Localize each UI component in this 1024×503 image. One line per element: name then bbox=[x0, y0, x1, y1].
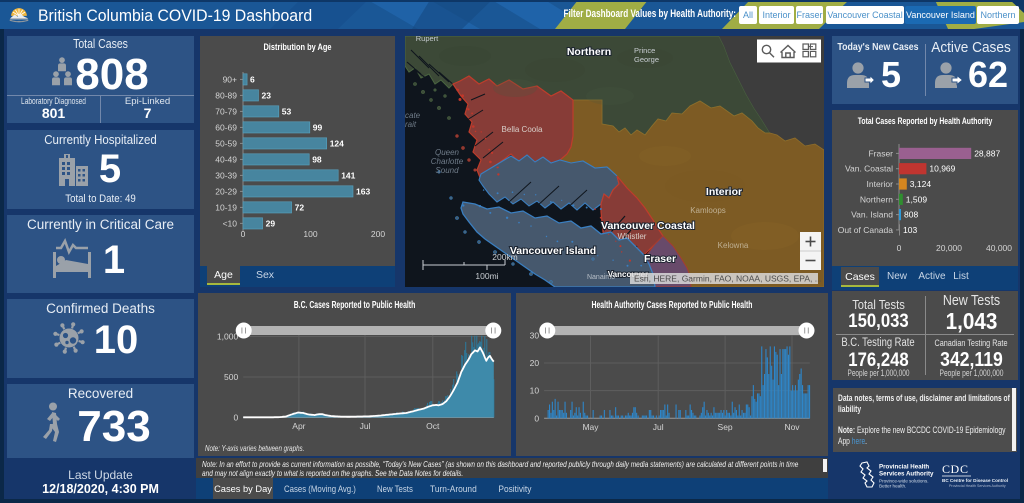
svg-text:3,124: 3,124 bbox=[910, 179, 932, 189]
svg-text:Apr: Apr bbox=[292, 421, 305, 431]
svg-text:Fraser: Fraser bbox=[868, 148, 893, 158]
svg-text:Northern: Northern bbox=[860, 194, 893, 204]
svg-text:<10: <10 bbox=[223, 218, 238, 228]
svg-text:Bella Coola: Bella Coola bbox=[502, 125, 543, 134]
svg-text:0: 0 bbox=[897, 243, 902, 253]
svg-text:72: 72 bbox=[295, 202, 305, 212]
svg-text:C: C bbox=[942, 462, 950, 476]
svg-text:Jul: Jul bbox=[360, 421, 371, 431]
svg-text:0: 0 bbox=[233, 413, 238, 423]
svg-text:20: 20 bbox=[530, 358, 540, 368]
svg-text:29: 29 bbox=[266, 218, 276, 228]
svg-text:Van. Coastal: Van. Coastal bbox=[845, 164, 893, 174]
svg-text:Better health.: Better health. bbox=[879, 484, 906, 489]
svg-text:99: 99 bbox=[313, 122, 323, 132]
svg-text:808: 808 bbox=[904, 210, 918, 220]
svg-text:Interior: Interior bbox=[706, 186, 742, 198]
svg-text:Prince: Prince bbox=[634, 46, 655, 55]
svg-text:May: May bbox=[582, 422, 599, 432]
svg-text:163: 163 bbox=[356, 186, 370, 196]
svg-text:cate: cate bbox=[405, 111, 421, 120]
svg-text:10-19: 10-19 bbox=[215, 202, 237, 212]
svg-text:Vancouver Island: Vancouver Island bbox=[510, 245, 596, 257]
svg-text:98: 98 bbox=[312, 154, 322, 164]
svg-text:Kamloops: Kamloops bbox=[690, 206, 726, 215]
svg-text:500: 500 bbox=[224, 372, 238, 382]
svg-text:C: C bbox=[960, 462, 968, 476]
svg-text:Charlotte: Charlotte bbox=[431, 157, 464, 166]
svg-text:D: D bbox=[951, 462, 960, 476]
svg-text:20,000: 20,000 bbox=[936, 243, 962, 253]
svg-text:Nanaimo: Nanaimo bbox=[587, 274, 615, 281]
svg-text:Oct: Oct bbox=[426, 421, 440, 431]
svg-text:20-29: 20-29 bbox=[215, 186, 237, 196]
svg-text:Kelowna: Kelowna bbox=[718, 241, 749, 250]
svg-text:53: 53 bbox=[282, 106, 292, 116]
svg-text:Nov: Nov bbox=[784, 422, 800, 432]
svg-text:30-39: 30-39 bbox=[215, 170, 237, 180]
svg-text:George: George bbox=[634, 55, 659, 64]
svg-text:Provincial Health Services Aut: Provincial Health Services Authority bbox=[949, 484, 1006, 488]
svg-text:100: 100 bbox=[303, 229, 317, 239]
svg-text:90+: 90+ bbox=[223, 74, 237, 84]
svg-text:Vancouver Coastal: Vancouver Coastal bbox=[601, 220, 695, 232]
svg-text:Rupert: Rupert bbox=[416, 36, 439, 43]
svg-text:Fraser: Fraser bbox=[644, 253, 676, 265]
svg-text:0: 0 bbox=[241, 229, 246, 239]
svg-text:40,000: 40,000 bbox=[986, 243, 1012, 253]
svg-text:28,887: 28,887 bbox=[974, 148, 1000, 158]
svg-text:Sep: Sep bbox=[718, 422, 733, 432]
svg-text:23: 23 bbox=[262, 90, 272, 100]
svg-text:Provincial Health: Provincial Health bbox=[879, 464, 929, 471]
svg-text:Van. Island: Van. Island bbox=[851, 210, 893, 220]
svg-text:30: 30 bbox=[530, 330, 540, 340]
svg-text:70-79: 70-79 bbox=[215, 106, 237, 116]
svg-text:50-59: 50-59 bbox=[215, 138, 237, 148]
svg-text:Queen: Queen bbox=[435, 148, 460, 157]
svg-text:10: 10 bbox=[530, 386, 540, 396]
svg-text:Whistler: Whistler bbox=[618, 232, 647, 241]
svg-text:Northern: Northern bbox=[567, 46, 611, 58]
svg-text:1,000: 1,000 bbox=[217, 332, 239, 342]
svg-text:60-69: 60-69 bbox=[215, 122, 237, 132]
svg-text:40-49: 40-49 bbox=[215, 154, 237, 164]
svg-text:200km: 200km bbox=[492, 252, 518, 262]
svg-text:rait: rait bbox=[405, 120, 417, 129]
svg-text:124: 124 bbox=[330, 138, 344, 148]
svg-text:BC Centre for Disease Control: BC Centre for Disease Control bbox=[942, 478, 1008, 483]
svg-text:Out of Canada: Out of Canada bbox=[838, 225, 894, 235]
svg-text:Vancouver: Vancouver bbox=[608, 270, 648, 279]
svg-text:80-89: 80-89 bbox=[215, 90, 237, 100]
svg-text:Esri, HERE, Garmin, FAO, NOAA,: Esri, HERE, Garmin, FAO, NOAA, USGS, EPA… bbox=[634, 274, 822, 284]
svg-text:Services Authority: Services Authority bbox=[879, 471, 934, 478]
svg-text:Province-wide solutions.: Province-wide solutions. bbox=[879, 479, 929, 484]
svg-text:Interior: Interior bbox=[867, 179, 894, 189]
svg-text:103: 103 bbox=[903, 225, 917, 235]
svg-text:Jul: Jul bbox=[653, 422, 664, 432]
svg-text:1,509: 1,509 bbox=[906, 194, 928, 204]
svg-text:200: 200 bbox=[371, 229, 385, 239]
svg-text:10,969: 10,969 bbox=[929, 164, 955, 174]
svg-text:0: 0 bbox=[534, 413, 539, 423]
svg-text:141: 141 bbox=[341, 170, 355, 180]
svg-text:6: 6 bbox=[250, 74, 255, 84]
svg-text:Sound: Sound bbox=[435, 166, 459, 175]
svg-text:100mi: 100mi bbox=[475, 271, 498, 281]
